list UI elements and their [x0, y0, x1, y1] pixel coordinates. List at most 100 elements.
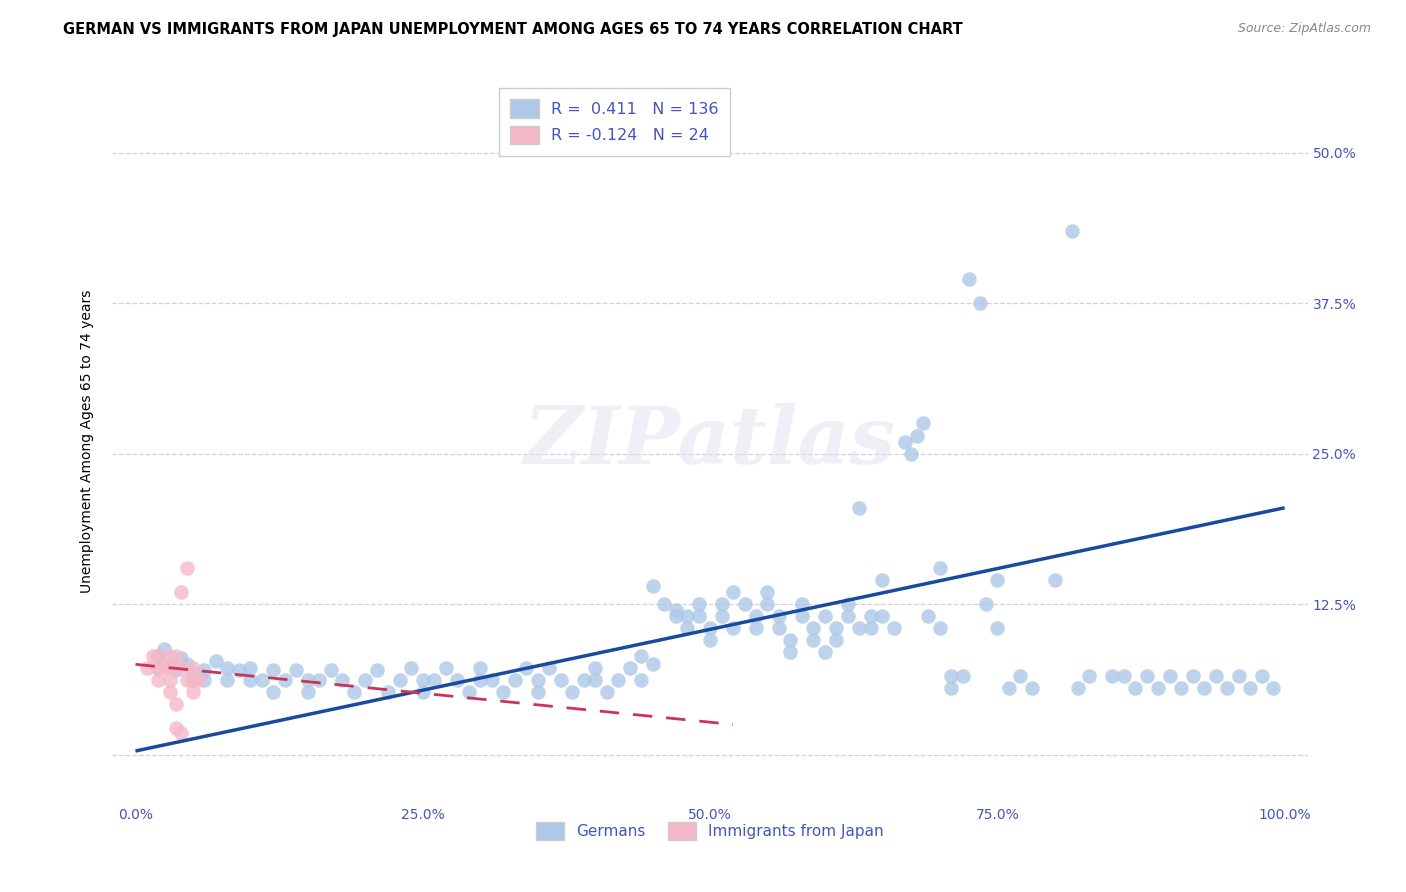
Point [148, 661, 170, 675]
Point [917, 609, 939, 624]
Point [165, 648, 187, 663]
Point [952, 669, 974, 683]
Point [176, 657, 198, 672]
Point [1250, 669, 1272, 683]
Point [538, 661, 561, 675]
Point [412, 685, 434, 699]
Point [165, 664, 187, 678]
Point [446, 673, 468, 687]
Point [503, 673, 526, 687]
Point [756, 597, 779, 611]
Point [814, 609, 837, 624]
Point [1147, 681, 1170, 696]
Point [710, 597, 733, 611]
Point [1159, 669, 1181, 683]
Point [607, 673, 630, 687]
Point [837, 609, 859, 624]
Point [176, 561, 198, 575]
Point [492, 685, 515, 699]
Point [434, 661, 457, 675]
Point [756, 585, 779, 599]
Point [630, 648, 652, 663]
Point [550, 673, 572, 687]
Point [900, 446, 922, 460]
Point [1010, 669, 1032, 683]
Point [652, 597, 675, 611]
Point [297, 685, 319, 699]
Point [664, 609, 686, 624]
Point [848, 500, 870, 515]
Point [630, 673, 652, 687]
Point [181, 685, 204, 699]
Point [825, 621, 848, 635]
Point [928, 621, 950, 635]
Point [1227, 669, 1250, 683]
Point [159, 685, 181, 699]
Point [457, 685, 479, 699]
Point [872, 573, 894, 587]
Point [148, 661, 170, 675]
Point [1123, 681, 1146, 696]
Text: GERMAN VS IMMIGRANTS FROM JAPAN UNEMPLOYMENT AMONG AGES 65 TO 74 YEARS CORRELATI: GERMAN VS IMMIGRANTS FROM JAPAN UNEMPLOY… [63, 22, 963, 37]
Point [181, 673, 204, 687]
Point [1192, 681, 1215, 696]
Point [1205, 669, 1227, 683]
Point [894, 434, 917, 449]
Point [262, 664, 284, 678]
Point [1101, 669, 1123, 683]
Point [699, 633, 721, 648]
Point [768, 621, 790, 635]
Point [790, 609, 813, 624]
Point [928, 561, 950, 575]
Point [377, 685, 399, 699]
Point [193, 673, 215, 687]
Point [1078, 669, 1101, 683]
Point [1060, 224, 1083, 238]
Point [688, 597, 710, 611]
Point [676, 609, 699, 624]
Point [1136, 669, 1159, 683]
Point [193, 664, 215, 678]
Point [595, 685, 617, 699]
Point [699, 621, 721, 635]
Point [779, 645, 801, 659]
Point [470, 661, 492, 675]
Point [721, 621, 744, 635]
Point [859, 609, 882, 624]
Point [205, 654, 228, 668]
Text: ZIPatlas: ZIPatlas [524, 403, 896, 480]
Point [159, 657, 181, 672]
Point [572, 673, 595, 687]
Point [710, 609, 733, 624]
Point [872, 609, 894, 624]
Point [1170, 681, 1192, 696]
Point [239, 661, 262, 675]
Point [181, 661, 204, 675]
Point [274, 673, 297, 687]
Point [688, 609, 710, 624]
Point [142, 648, 165, 663]
Point [779, 633, 801, 648]
Point [159, 648, 181, 663]
Point [905, 428, 928, 442]
Point [1216, 681, 1239, 696]
Point [170, 585, 193, 599]
Point [1261, 681, 1284, 696]
Point [148, 648, 170, 663]
Point [699, 139, 721, 153]
Point [883, 621, 905, 635]
Point [148, 673, 170, 687]
Point [153, 661, 176, 675]
Point [401, 661, 423, 675]
Point [228, 664, 250, 678]
Point [583, 661, 606, 675]
Point [814, 645, 837, 659]
Point [721, 585, 744, 599]
Point [619, 661, 641, 675]
Point [319, 664, 342, 678]
Point [1043, 573, 1066, 587]
Point [803, 633, 825, 648]
Point [859, 621, 882, 635]
Point [1112, 669, 1135, 683]
Point [803, 621, 825, 635]
